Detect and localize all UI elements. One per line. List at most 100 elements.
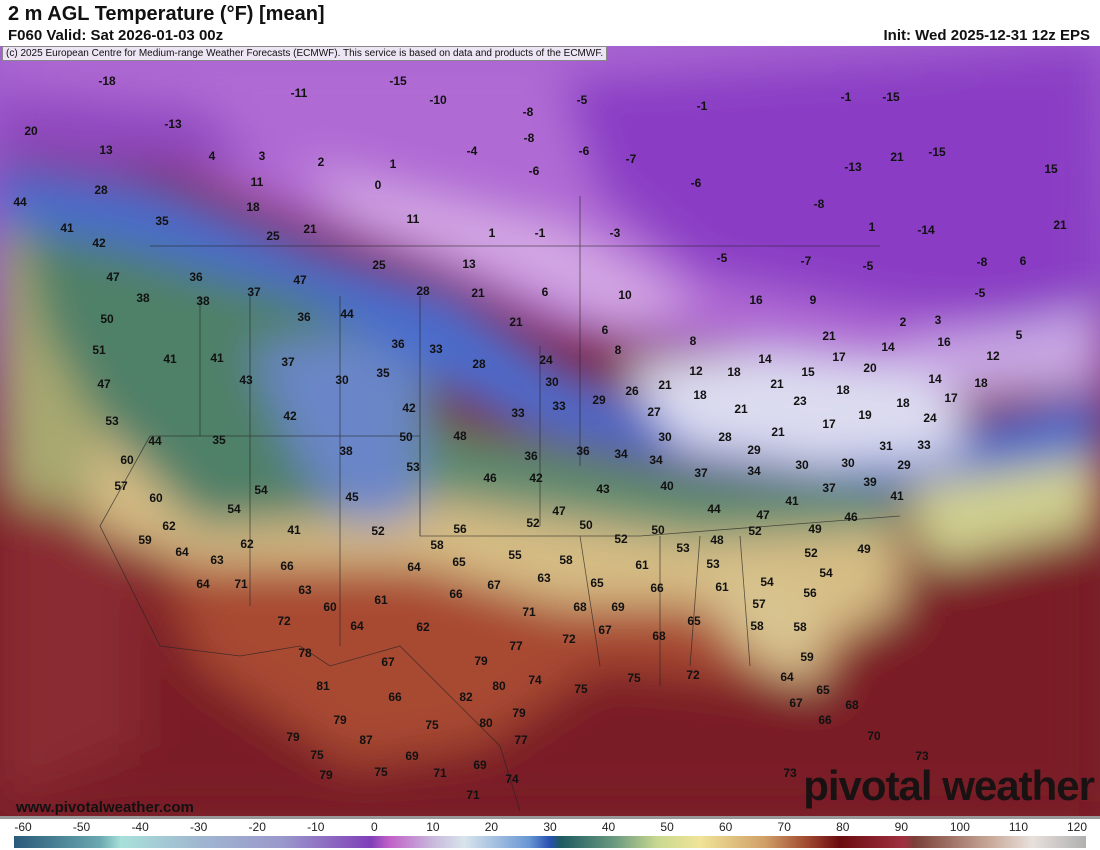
temperature-map: (c) 2025 European Centre for Medium-rang… xyxy=(0,46,1100,816)
temperature-label: 50 xyxy=(651,523,665,537)
temperature-label: 18 xyxy=(246,200,260,214)
temperature-label: 53 xyxy=(676,541,690,555)
temperature-label: 67 xyxy=(487,578,501,592)
temperature-label: 51 xyxy=(92,343,106,357)
colorbar-tick-label: -50 xyxy=(72,820,91,834)
temperature-label: 65 xyxy=(816,683,830,697)
temperature-label: 14 xyxy=(928,372,942,386)
temperature-label: 43 xyxy=(596,482,610,496)
temperature-label: 27 xyxy=(647,405,661,419)
temperature-label: 15 xyxy=(1044,162,1058,176)
temperature-label: 41 xyxy=(60,221,74,235)
temperature-label: 21 xyxy=(658,378,672,392)
temperature-label: 39 xyxy=(863,475,877,489)
temperature-label: -3 xyxy=(609,226,621,240)
temperature-label: 56 xyxy=(453,522,467,536)
temperature-label: 54 xyxy=(254,483,268,497)
temperature-label: 30 xyxy=(841,456,855,470)
temperature-label: 60 xyxy=(149,491,163,505)
temperature-label: 33 xyxy=(511,406,525,420)
temperature-label: 49 xyxy=(808,522,822,536)
temperature-label: 47 xyxy=(756,508,770,522)
temperature-label: 4 xyxy=(208,149,216,163)
temperature-label: -5 xyxy=(716,251,728,265)
temperature-label: 64 xyxy=(780,670,794,684)
temperature-label: 36 xyxy=(297,310,311,324)
temperature-label: 6 xyxy=(541,285,549,299)
temperature-label: 74 xyxy=(528,673,542,687)
temperature-label: -6 xyxy=(528,164,540,178)
temperature-label: 60 xyxy=(120,453,134,467)
temperature-label: 1 xyxy=(389,157,397,171)
temperature-label: 28 xyxy=(94,183,108,197)
temperature-label: 41 xyxy=(785,494,799,508)
temperature-label: -1 xyxy=(534,226,546,240)
temperature-label: 33 xyxy=(552,399,566,413)
temperature-label: -11 xyxy=(290,86,308,100)
temperature-label: 79 xyxy=(512,706,526,720)
temperature-label: 54 xyxy=(819,566,833,580)
site-url[interactable]: www.pivotalweather.com xyxy=(16,799,194,816)
temperature-label: 35 xyxy=(155,214,169,228)
temperature-label: 14 xyxy=(881,340,895,354)
temperature-label: 53 xyxy=(105,414,119,428)
temperature-field xyxy=(0,46,1100,816)
temperature-label: 71 xyxy=(522,605,536,619)
temperature-label: 66 xyxy=(449,587,463,601)
temperature-label: 79 xyxy=(333,713,347,727)
temperature-label: -7 xyxy=(800,254,812,268)
temperature-label: 59 xyxy=(800,650,814,664)
colorbar-tick-label: -30 xyxy=(189,820,208,834)
temperature-label: 1 xyxy=(488,226,496,240)
temperature-label: 42 xyxy=(529,471,543,485)
temperature-label: 72 xyxy=(686,668,700,682)
temperature-label: 21 xyxy=(771,425,785,439)
temperature-label: 63 xyxy=(298,583,312,597)
temperature-label: 38 xyxy=(339,444,353,458)
temperature-label: 72 xyxy=(277,614,291,628)
temperature-label: -1 xyxy=(696,99,708,113)
pivotal-weather-logo: pivotal weather xyxy=(803,762,1095,809)
temperature-label: 10 xyxy=(618,288,632,302)
temperature-label: 34 xyxy=(614,447,628,461)
temperature-label: 75 xyxy=(310,748,324,762)
temperature-label: 9 xyxy=(809,293,817,307)
temperature-label: 34 xyxy=(649,453,663,467)
temperature-label: -13 xyxy=(844,160,862,174)
temperature-label: 26 xyxy=(625,384,639,398)
temperature-label: 17 xyxy=(944,391,958,405)
temperature-label: 69 xyxy=(611,600,625,614)
temperature-label: 29 xyxy=(592,393,606,407)
temperature-label: 75 xyxy=(425,718,439,732)
temperature-label: 56 xyxy=(803,586,817,600)
temperature-label: -4 xyxy=(466,144,478,158)
temperature-label: 79 xyxy=(474,654,488,668)
temperature-label: 73 xyxy=(783,766,797,780)
temperature-label: 52 xyxy=(526,516,540,530)
temperature-label: -10 xyxy=(429,93,447,107)
temperature-label: 77 xyxy=(514,733,528,747)
temperature-label: 60 xyxy=(323,600,337,614)
temperature-label: 61 xyxy=(635,558,649,572)
colorbar-tick-label: -20 xyxy=(248,820,266,834)
temperature-label: 53 xyxy=(406,460,420,474)
temperature-label: 36 xyxy=(576,444,590,458)
temperature-label: 21 xyxy=(303,222,317,236)
temperature-label: 49 xyxy=(857,542,871,556)
temperature-label: 1 xyxy=(868,220,876,234)
colorbar-tick-label: -10 xyxy=(307,820,325,834)
temperature-label: -15 xyxy=(928,145,946,159)
temperature-label: 46 xyxy=(483,471,497,485)
temperature-label: -8 xyxy=(522,105,534,119)
temperature-label: 30 xyxy=(335,373,349,387)
temperature-label: 21 xyxy=(822,329,836,343)
temperature-label: 79 xyxy=(319,768,333,782)
temperature-label: 54 xyxy=(760,575,774,589)
temperature-label: 29 xyxy=(897,458,911,472)
temperature-label: 73 xyxy=(915,749,929,763)
temperature-label: 67 xyxy=(789,696,803,710)
temperature-label: 47 xyxy=(293,273,307,287)
colorbar-tick-label: 90 xyxy=(894,820,909,834)
temperature-label: -6 xyxy=(578,144,590,158)
temperature-label: 21 xyxy=(890,150,904,164)
